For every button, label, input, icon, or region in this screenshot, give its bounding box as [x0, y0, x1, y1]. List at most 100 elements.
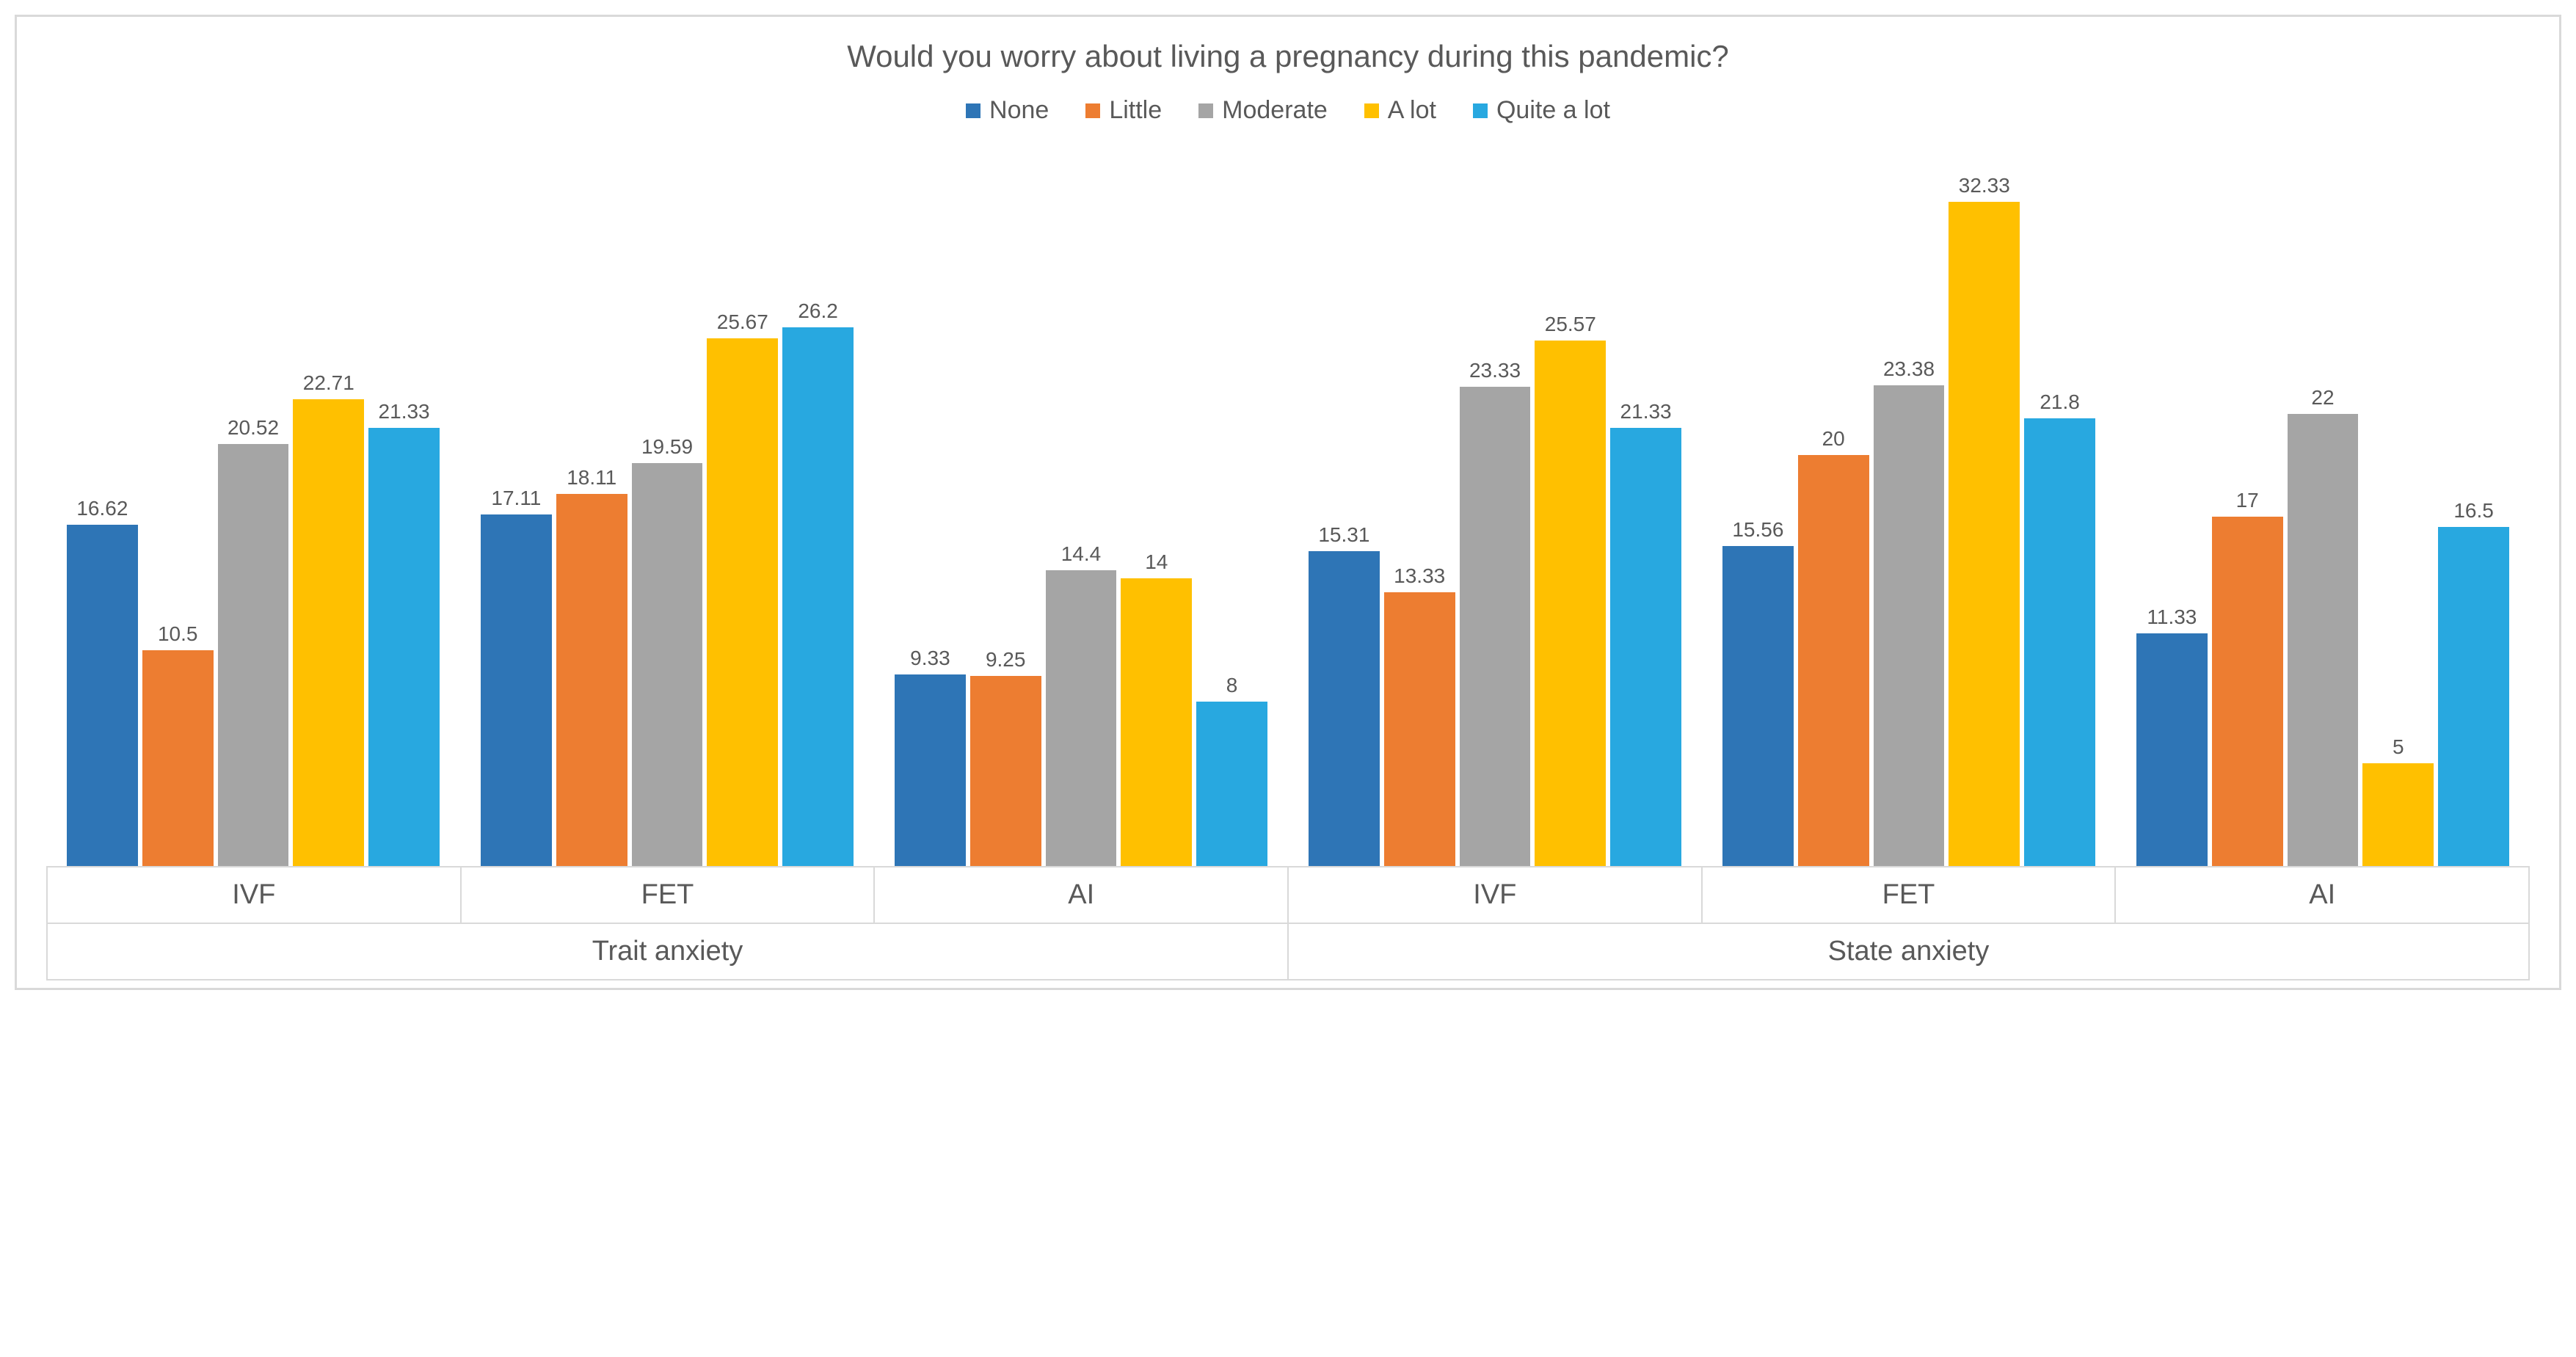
bar-wrap: 22.71	[293, 147, 364, 866]
legend-item: Little	[1085, 96, 1162, 125]
bar-wrap: 11.33	[2136, 147, 2208, 866]
bar-value-label: 21.33	[379, 400, 430, 423]
legend-swatch	[1364, 103, 1379, 118]
legend-swatch	[1085, 103, 1100, 118]
bar-value-label: 9.33	[910, 647, 950, 670]
chart-container: Would you worry about living a pregnancy…	[15, 15, 2561, 990]
bar	[2212, 517, 2283, 866]
bar	[2024, 418, 2095, 866]
bar	[1121, 578, 1192, 866]
bar	[1949, 202, 2020, 866]
bar	[632, 463, 703, 866]
bar-group: 15.31 13.33 23.33 25.57 21.33	[1288, 147, 1702, 866]
legend-label: Quite a lot	[1496, 96, 1610, 125]
bar-wrap: 23.33	[1460, 147, 1531, 866]
bar-value-label: 21.8	[2040, 390, 2080, 414]
legend-item: Quite a lot	[1473, 96, 1610, 125]
bar-value-label: 22	[2311, 386, 2334, 410]
bar-wrap: 15.31	[1309, 147, 1380, 866]
chart-title: Would you worry about living a pregnancy…	[24, 39, 2552, 74]
bar-value-label: 11.33	[2147, 605, 2197, 629]
bar	[1535, 341, 1606, 866]
bar	[1460, 387, 1531, 866]
bar	[481, 514, 552, 866]
bar-wrap: 9.25	[970, 147, 1041, 866]
bar	[1309, 551, 1380, 866]
bar	[556, 494, 627, 866]
plot-area: 16.62 10.5 20.52 22.71 21.33 17.11 18.1119.59 2…	[46, 147, 2530, 866]
axis-subcategory-label: FET	[1703, 866, 2117, 924]
bar	[2136, 633, 2208, 866]
bar	[1610, 428, 1681, 866]
bar-wrap: 18.11	[556, 147, 627, 866]
bar-value-label: 20	[1822, 427, 1845, 451]
bar-value-label: 14.4	[1061, 542, 1102, 566]
bar	[142, 650, 214, 866]
bar-wrap: 20.52	[218, 147, 289, 866]
bar-wrap: 13.33	[1384, 147, 1455, 866]
bar-wrap: 26.2	[782, 147, 854, 866]
bar-wrap: 17	[2212, 147, 2283, 866]
bar-value-label: 13.33	[1394, 564, 1445, 588]
bar-value-label: 17	[2236, 489, 2259, 512]
legend-swatch	[1473, 103, 1488, 118]
bar-group: 16.62 10.5 20.52 22.71 21.33	[46, 147, 460, 866]
bar-wrap: 14.4	[1046, 147, 1117, 866]
bar	[293, 399, 364, 866]
legend-label: Moderate	[1222, 96, 1328, 125]
bar-group: 17.11 18.1119.59 25.67 26.2	[460, 147, 874, 866]
bar	[782, 327, 854, 866]
bar-value-label: 23.33	[1469, 359, 1521, 382]
bar	[1722, 546, 1794, 866]
bar-value-label: 15.56	[1732, 518, 1783, 542]
bar	[970, 676, 1041, 866]
bar	[1384, 592, 1455, 866]
bar-wrap: 15.56	[1722, 147, 1794, 866]
legend-swatch	[966, 103, 980, 118]
bar-wrap: 21.33	[1610, 147, 1681, 866]
bar-value-label: 10.5	[158, 622, 198, 646]
bar-value-label: 17.11	[491, 487, 541, 510]
bar	[707, 338, 778, 866]
bar	[2438, 527, 2509, 866]
bar-wrap: 5	[2362, 147, 2434, 866]
bar	[368, 428, 440, 866]
bar-value-label: 32.33	[1959, 174, 2010, 197]
legend-item: Moderate	[1198, 96, 1328, 125]
bar-value-label: 16.62	[76, 497, 128, 520]
axis-subcategory-label: IVF	[46, 866, 462, 924]
axis-supercategories-row: Trait anxietyState anxiety	[46, 924, 2530, 981]
bar-value-label: 5	[2393, 735, 2404, 759]
bar	[67, 525, 138, 866]
bar	[1798, 455, 1869, 866]
bar-value-label: 25.67	[717, 310, 768, 334]
bar-wrap: 8	[1196, 147, 1267, 866]
bar-value-label: 14	[1145, 550, 1168, 574]
axis-subcategory-label: AI	[2116, 866, 2530, 924]
legend-label: Little	[1109, 96, 1162, 125]
bar-wrap: 32.33	[1949, 147, 2020, 866]
bar-value-label: 16.5	[2453, 499, 2494, 523]
bar-value-label: 20.52	[228, 416, 279, 440]
bar-value-label: 26.2	[798, 299, 838, 323]
legend: NoneLittleModerateA lotQuite a lot	[24, 96, 2552, 125]
axis-subcategory-label: IVF	[1289, 866, 1703, 924]
bar	[1196, 702, 1267, 866]
bar-wrap: 20	[1798, 147, 1869, 866]
axis-subcategory-label: FET	[462, 866, 876, 924]
bar-groups-row: 16.62 10.5 20.52 22.71 21.33 17.11 18.1119.59 2…	[46, 147, 2530, 866]
legend-swatch	[1198, 103, 1213, 118]
bar-value-label: 25.57	[1545, 313, 1596, 336]
plot-wrap: 16.62 10.5 20.52 22.71 21.33 17.11 18.1119.59 2…	[24, 147, 2552, 981]
bar-group: 9.33 9.25 14.4 14 8	[874, 147, 1288, 866]
bar-wrap: 22	[2288, 147, 2359, 866]
legend-label: None	[989, 96, 1049, 125]
bar-wrap: 9.33	[895, 147, 966, 866]
bar	[895, 674, 966, 866]
bar-wrap: 19.59	[632, 147, 703, 866]
bar-wrap: 14	[1121, 147, 1192, 866]
bar-value-label: 8	[1226, 674, 1238, 697]
axis-supercategory-label: Trait anxiety	[46, 924, 1289, 981]
bar-value-label: 22.71	[303, 371, 354, 395]
bar-value-label: 15.31	[1318, 523, 1369, 547]
